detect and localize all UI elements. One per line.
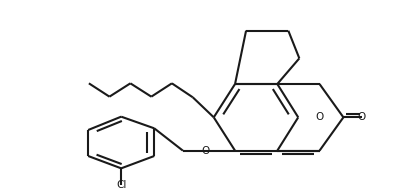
Text: O: O xyxy=(358,112,366,122)
Text: O: O xyxy=(316,112,324,122)
Text: O: O xyxy=(202,146,210,156)
Text: Cl: Cl xyxy=(116,180,126,190)
